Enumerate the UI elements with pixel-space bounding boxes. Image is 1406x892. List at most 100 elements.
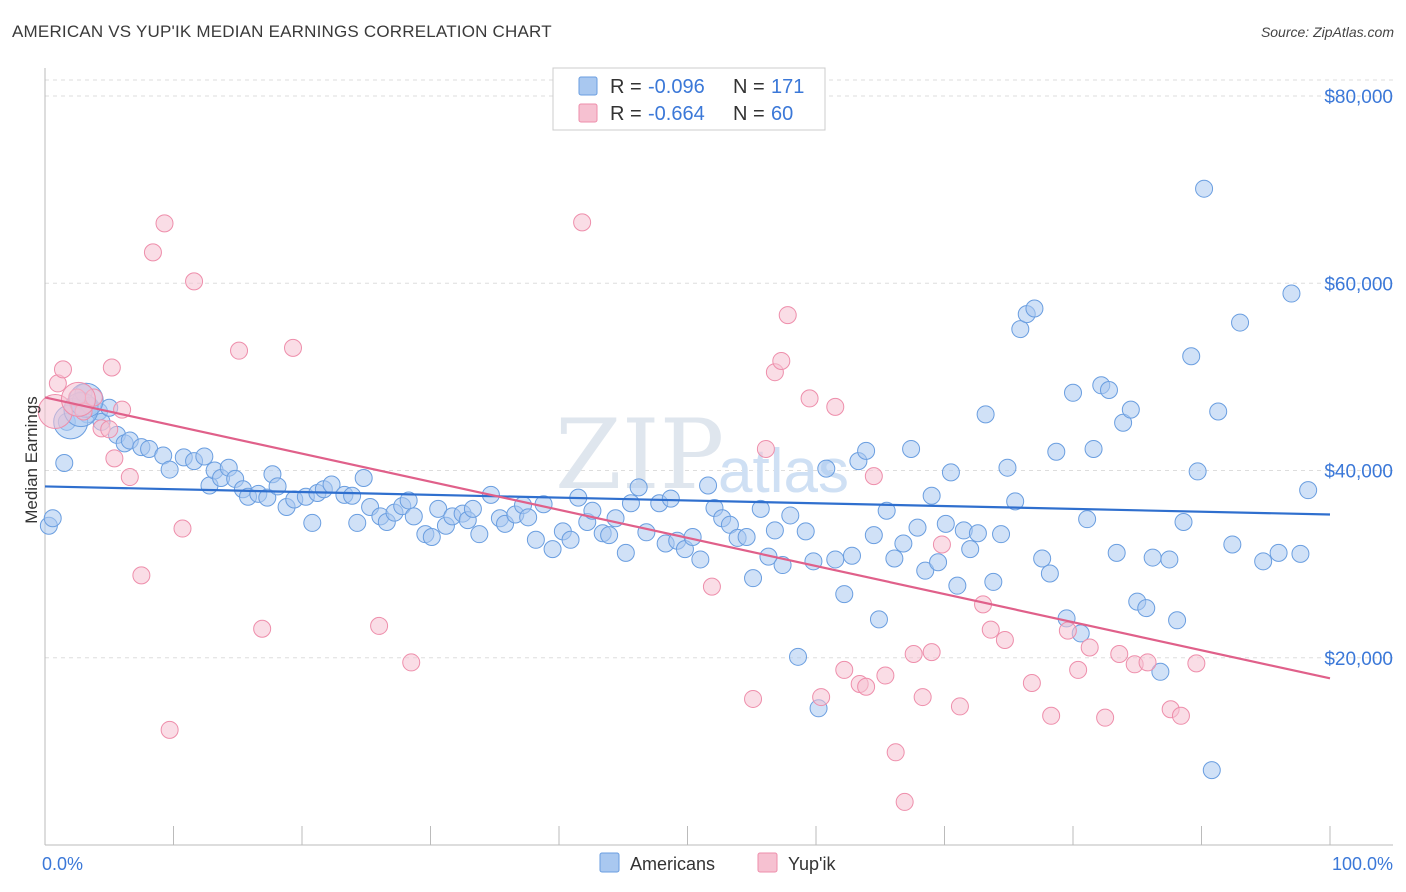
point-americans-130 bbox=[1006, 492, 1025, 511]
point-americans-2 bbox=[55, 454, 74, 473]
point-yupik-13 bbox=[155, 214, 174, 233]
point-americans-162 bbox=[1269, 543, 1288, 562]
point-americans-157 bbox=[1202, 761, 1221, 780]
point-americans-114 bbox=[894, 534, 913, 553]
point-yupik-45 bbox=[981, 620, 1000, 639]
point-americans-116 bbox=[908, 518, 927, 537]
point-americans-129 bbox=[998, 458, 1017, 477]
legend-n-label-2: N = bbox=[733, 103, 765, 125]
point-yupik-38 bbox=[895, 792, 914, 811]
trend-lines bbox=[44, 396, 1331, 680]
point-americans-49 bbox=[399, 491, 418, 510]
point-americans-111 bbox=[869, 610, 888, 629]
point-americans-153 bbox=[1174, 512, 1193, 531]
point-americans-148 bbox=[1137, 599, 1156, 618]
y-axis-label: Median Earnings bbox=[22, 396, 41, 524]
point-americans-87 bbox=[691, 550, 710, 569]
point-americans-155 bbox=[1188, 462, 1207, 481]
point-americans-110 bbox=[864, 526, 883, 545]
point-americans-136 bbox=[1047, 442, 1066, 461]
point-americans-80 bbox=[637, 523, 656, 542]
point-americans-154 bbox=[1182, 347, 1201, 366]
point-americans-73 bbox=[583, 501, 602, 520]
point-americans-135 bbox=[1040, 564, 1059, 583]
point-americans-88 bbox=[699, 476, 718, 495]
point-yupik-7 bbox=[102, 358, 121, 377]
point-americans-98 bbox=[773, 556, 792, 575]
point-yupik-28 bbox=[778, 306, 797, 325]
bottom-legend-americans: Americans bbox=[630, 854, 715, 874]
point-americans-144 bbox=[1107, 543, 1126, 562]
point-yupik-15 bbox=[173, 519, 192, 538]
point-americans-150 bbox=[1151, 662, 1170, 681]
point-yupik-11 bbox=[132, 566, 151, 585]
point-yupik-19 bbox=[284, 338, 303, 357]
y-tick-labels: $20,000 $40,000 $60,000 $80,000 bbox=[1324, 87, 1393, 670]
point-yupik-53 bbox=[1110, 645, 1129, 664]
point-americans-65 bbox=[519, 508, 538, 527]
point-americans-95 bbox=[751, 499, 770, 518]
point-americans-164 bbox=[1291, 544, 1310, 563]
x-tick-label-min: 0.0% bbox=[42, 854, 83, 874]
point-americans-140 bbox=[1078, 510, 1097, 529]
point-americans-146 bbox=[1121, 400, 1140, 419]
legend-r-value-2: -0.664 bbox=[648, 103, 705, 125]
point-americans-30 bbox=[258, 488, 277, 507]
legend-n-value-1: 171 bbox=[771, 76, 804, 98]
point-americans-122 bbox=[948, 576, 967, 595]
point-americans-118 bbox=[922, 486, 941, 505]
point-americans-93 bbox=[737, 527, 756, 546]
point-americans-58 bbox=[463, 499, 482, 518]
point-yupik-1 bbox=[53, 360, 72, 379]
legend-n-label-1: N = bbox=[733, 76, 765, 98]
point-yupik-42 bbox=[932, 535, 951, 554]
point-yupik-55 bbox=[1138, 653, 1157, 672]
point-americans-113 bbox=[885, 549, 904, 568]
point-yupik-35 bbox=[864, 467, 883, 486]
point-americans-101 bbox=[796, 522, 815, 541]
point-americans-99 bbox=[781, 506, 800, 525]
point-yupik-50 bbox=[1069, 660, 1088, 679]
point-americans-112 bbox=[877, 501, 896, 520]
point-americans-70 bbox=[561, 530, 580, 549]
top-legend: R = -0.096 N = 171 R = -0.664 N = 60 bbox=[552, 67, 826, 131]
point-americans-107 bbox=[842, 546, 861, 565]
point-yupik-31 bbox=[826, 397, 845, 416]
point-americans-127 bbox=[984, 572, 1003, 591]
big-point-yupik-1 bbox=[60, 381, 96, 417]
point-yupik-34 bbox=[857, 677, 876, 696]
point-americans-68 bbox=[543, 540, 562, 559]
top-legend-box bbox=[552, 67, 826, 131]
legend-r-label-2: R = bbox=[610, 103, 642, 125]
point-yupik-20 bbox=[370, 616, 389, 635]
point-americans-42 bbox=[348, 513, 367, 532]
point-americans-163 bbox=[1282, 284, 1301, 303]
point-yupik-52 bbox=[1096, 708, 1115, 727]
point-yupik-58 bbox=[1187, 654, 1206, 673]
point-americans-165 bbox=[1299, 481, 1318, 500]
point-americans-149 bbox=[1143, 548, 1162, 567]
point-americans-138 bbox=[1064, 383, 1082, 402]
point-americans-100 bbox=[789, 647, 808, 666]
chart-source: Source: ZipAtlas.com bbox=[1260, 24, 1394, 40]
point-yupik-41 bbox=[922, 643, 941, 662]
point-americans-126 bbox=[976, 405, 995, 424]
point-yupik-14 bbox=[160, 720, 179, 739]
point-americans-18 bbox=[160, 460, 179, 479]
point-yupik-6 bbox=[100, 420, 119, 439]
point-americans-124 bbox=[961, 540, 980, 559]
point-americans-109 bbox=[857, 441, 876, 460]
point-americans-41 bbox=[343, 486, 362, 505]
point-americans-160 bbox=[1231, 313, 1250, 332]
point-yupik-57 bbox=[1171, 706, 1190, 725]
y-tick-label-0: $20,000 bbox=[1324, 649, 1393, 670]
point-yupik-24 bbox=[744, 689, 763, 708]
point-americans-1 bbox=[43, 509, 62, 528]
point-americans-121 bbox=[941, 463, 960, 482]
point-americans-128 bbox=[992, 525, 1011, 544]
point-yupik-23 bbox=[702, 577, 721, 596]
y-tick-label-2: $60,000 bbox=[1324, 274, 1393, 295]
point-americans-66 bbox=[526, 530, 545, 549]
point-yupik-17 bbox=[230, 341, 249, 360]
